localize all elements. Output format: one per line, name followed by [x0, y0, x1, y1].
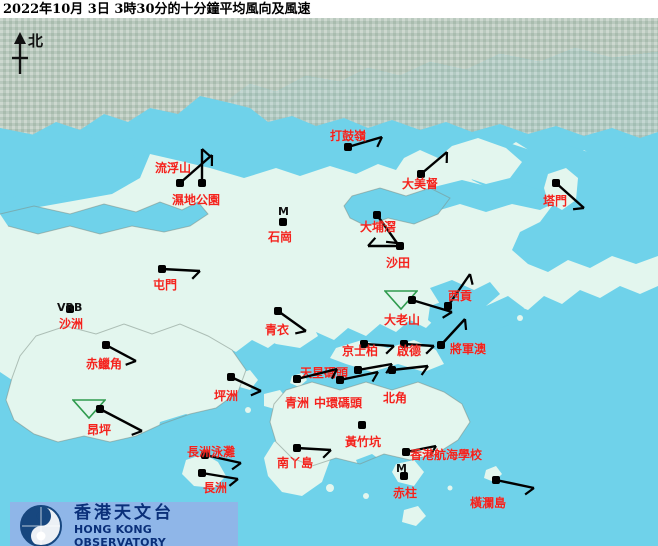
station-dot-waglan-island[interactable]: [493, 477, 499, 483]
station-label-central-pier: 中環碼頭: [314, 396, 363, 410]
station-label-tai-po-kau: 大埔滘: [360, 220, 397, 234]
station-label-wong-chuk-hang: 黃竹坑: [345, 435, 382, 449]
station-dot-tai-mei-tuk[interactable]: [418, 171, 424, 177]
station-code-stanley: M: [396, 462, 407, 475]
station-code-shek-kong: M: [278, 205, 289, 218]
station-dot-lau-fau-shan[interactable]: [177, 180, 183, 186]
tolo-channel: [430, 178, 560, 212]
station-label-tai-mei-tuk: 大美督: [402, 177, 439, 191]
islet: [517, 315, 523, 321]
station-dot-cheung-chau-beach[interactable]: [202, 452, 208, 458]
station-label-wetland-park: 濕地公園: [172, 193, 221, 207]
station-label-tsing-yi: 青衣: [265, 323, 290, 337]
station-label-sai-kung: 西貢: [448, 289, 473, 303]
station-label-cheung-chau-beach: 長洲泳灘: [187, 445, 236, 459]
station-label-hk-sea-school: 香港航海學校: [410, 448, 483, 462]
islet: [363, 493, 369, 499]
map-canvas[interactable]: 北 打鼓嶺流浮山濕地公園 大美督塔門 M 石崗 大埔滘沙田屯門西貢大老山 VRB 沙洲 青衣京…: [0, 18, 658, 546]
station-dot-tuen-mun[interactable]: [159, 266, 165, 272]
islet: [326, 484, 334, 492]
page-title: 2022年10月 3日 3時30分的十分鐘平均風向及風速: [3, 2, 311, 17]
mainland-china-lower: [226, 48, 658, 138]
islet: [177, 315, 183, 321]
hko-logo-chinese: 香港天文台: [74, 502, 174, 523]
islet: [447, 485, 453, 491]
station-label-kai-tak: 啟德: [397, 344, 422, 358]
station-label-sha-tin: 沙田: [386, 256, 411, 270]
station-dot-north-point[interactable]: [389, 367, 395, 373]
lantau-south-inlet: [158, 414, 208, 438]
station-label-tap-mun: 塔門: [543, 194, 568, 208]
station-dot-tap-mun[interactable]: [553, 180, 559, 186]
station-label-lau-fau-shan: 流浮山: [155, 161, 192, 175]
north-arrow-glyph: [12, 32, 28, 74]
station-dot-star-ferry[interactable]: [355, 367, 361, 373]
station-dot-hk-sea-school[interactable]: [403, 449, 409, 455]
station-label-waglan-island: 橫瀾島: [470, 496, 507, 510]
estuary-water: [0, 128, 150, 200]
station-label-cheung-chau: 長洲: [203, 481, 228, 495]
station-dot-stanley[interactable]: [401, 473, 407, 479]
station-dot-lamma-island[interactable]: [294, 445, 300, 451]
islet: [245, 407, 251, 413]
north-arrow: 北: [6, 30, 52, 76]
station-label-peng-chau: 坪洲: [214, 389, 239, 403]
station-dot-kings-park[interactable]: [361, 341, 367, 347]
station-dot-sai-kung[interactable]: [445, 303, 451, 309]
tolo-harbour: [344, 188, 450, 226]
station-label-ta-kwu-ling: 打鼓嶺: [330, 129, 367, 143]
station-label-ngong-ping: 昂坪: [87, 423, 112, 437]
station-label-sha-chau: 沙洲: [59, 317, 84, 331]
station-label-chek-lap-kok: 赤鱲角: [86, 357, 123, 371]
hko-logo-text: 香港天文台 HONG KONG OBSERVATORY: [74, 502, 238, 546]
station-dot-chek-lap-kok[interactable]: [103, 342, 109, 348]
po-toi-island: [402, 506, 426, 526]
station-dot-ta-kwu-ling[interactable]: [345, 144, 351, 150]
islet: [117, 311, 123, 317]
station-dot-tate-cairn[interactable]: [409, 297, 415, 303]
stanley-peninsula: [392, 460, 424, 486]
station-dot-tai-po-kau[interactable]: [374, 212, 380, 218]
station-dot-green-island[interactable]: [294, 376, 300, 382]
north-arrow-label: 北: [28, 32, 44, 50]
repulse-bay-inlet: [356, 454, 386, 476]
lantau-island: [6, 324, 246, 442]
hko-logo: 香港天文台 HONG KONG OBSERVATORY: [10, 502, 238, 546]
station-dot-tseung-kwan-o[interactable]: [438, 342, 444, 348]
station-dot-cheung-chau[interactable]: [199, 470, 205, 476]
station-dot-peng-chau[interactable]: [228, 374, 234, 380]
station-dot-wong-chuk-hang[interactable]: [359, 422, 365, 428]
station-label-stanley: 赤柱: [393, 486, 418, 500]
station-label-kings-park: 京士柏: [342, 344, 379, 358]
station-label-north-point: 北角: [383, 391, 408, 405]
station-label-tate-cairn: 大老山: [384, 313, 421, 327]
station-label-tuen-mun: 屯門: [153, 278, 178, 292]
station-label-lamma-island: 南丫島: [277, 456, 314, 470]
station-dot-wetland-park[interactable]: [199, 180, 205, 186]
station-label-green-island: 青洲: [285, 396, 310, 410]
station-label-tseung-kwan-o: 將軍澳: [450, 342, 487, 356]
map-geometry: [0, 18, 658, 546]
hko-logo-mark: [14, 504, 68, 546]
station-dot-kai-tak[interactable]: [401, 341, 407, 347]
station-dot-tsing-yi[interactable]: [275, 308, 281, 314]
station-dot-shek-kong[interactable]: [280, 219, 286, 225]
station-dot-sha-chau[interactable]: [67, 306, 73, 312]
station-dot-sha-tin[interactable]: [397, 243, 403, 249]
hko-logo-english: HONG KONG OBSERVATORY: [74, 522, 166, 546]
station-dot-ngong-ping[interactable]: [97, 406, 103, 412]
mainland-china: [0, 18, 658, 136]
station-label-shek-kong: 石崗: [268, 230, 293, 244]
plover-cove-peninsula: [448, 138, 522, 184]
station-dot-central-pier[interactable]: [337, 377, 343, 383]
station-code-sha-chau: VRB: [57, 301, 83, 314]
